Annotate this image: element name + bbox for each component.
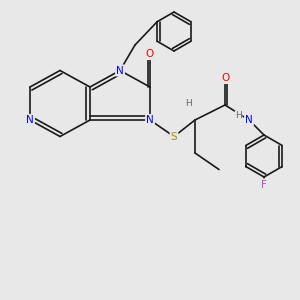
Text: N: N xyxy=(245,115,253,125)
Text: F: F xyxy=(261,179,267,190)
Text: S: S xyxy=(171,131,177,142)
Text: N: N xyxy=(116,65,124,76)
Text: H: H xyxy=(235,111,242,120)
Text: N: N xyxy=(26,115,34,125)
Text: H: H xyxy=(186,99,192,108)
Text: N: N xyxy=(146,115,154,125)
Text: O: O xyxy=(221,73,229,83)
Text: O: O xyxy=(146,49,154,59)
